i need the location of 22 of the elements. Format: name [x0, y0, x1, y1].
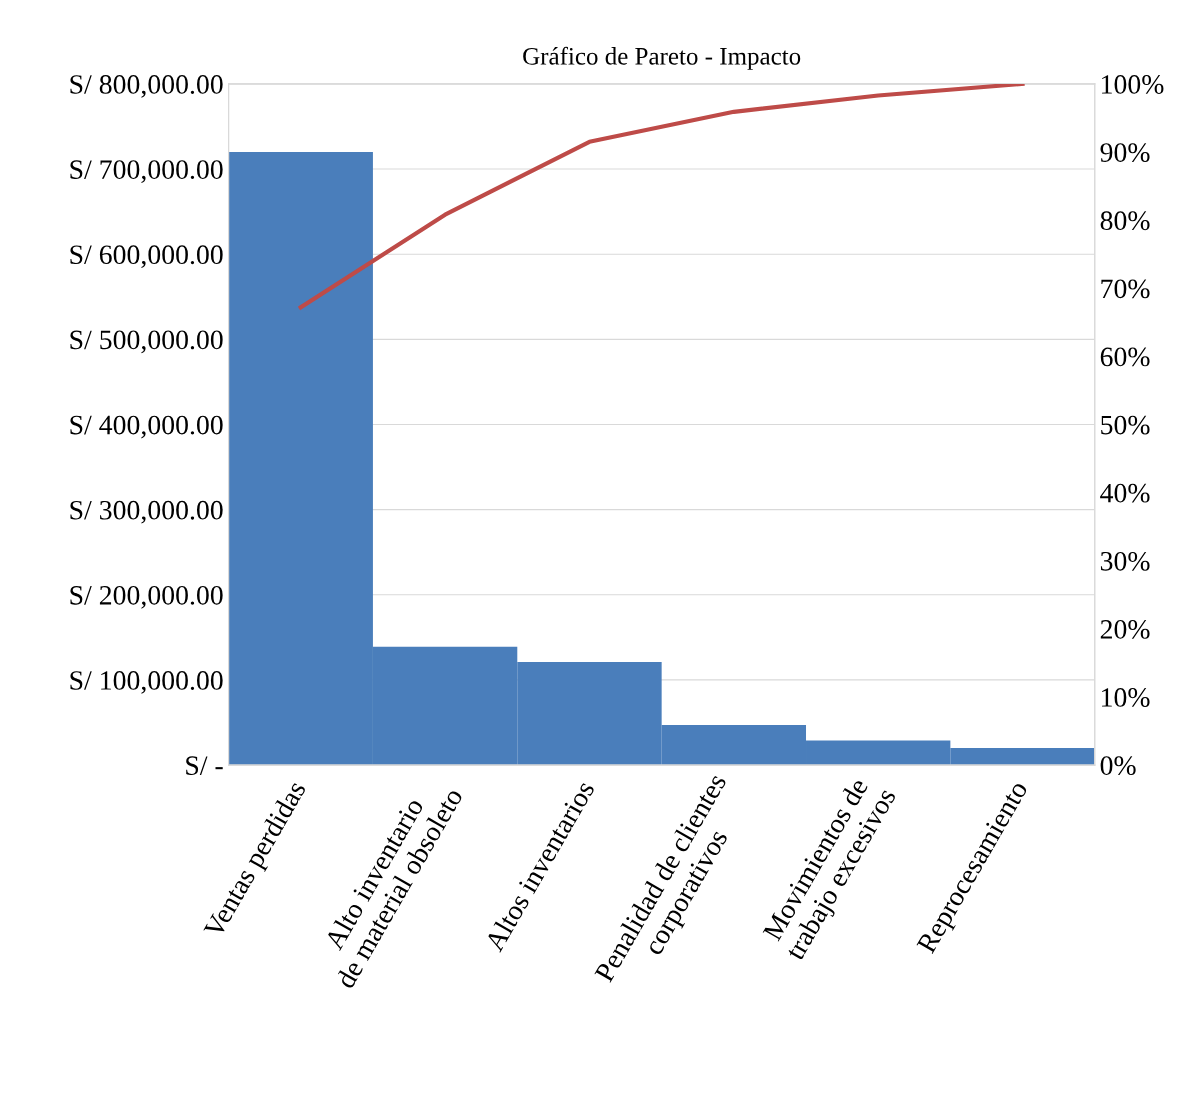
y2-tick-label: 80% [1100, 211, 1150, 231]
y2-tick-label: 70% [1101, 279, 1150, 299]
y2-tick-label: 10% [1102, 688, 1150, 707]
y2-tick-label: 100% [1102, 75, 1164, 94]
y-tick-label: S/ 800,000.00 [70, 75, 223, 98]
y-tick-label: S/ 300,000.00 [70, 500, 223, 524]
y-tick-label: S/ - [186, 756, 223, 775]
y-tick-label: S/ 500,000.00 [70, 330, 223, 354]
y-tick-label: S/ 200,000.00 [70, 585, 223, 609]
y2-tick-label: 50% [1101, 415, 1150, 435]
y-tick-label: S/ 100,000.00 [70, 671, 223, 694]
y-tick-label: S/ 700,000.00 [70, 160, 223, 183]
y2-tick-label: 40% [1100, 483, 1150, 503]
y-tick-label: S/ 400,000.00 [70, 415, 223, 439]
y2-tick-label: 30% [1100, 551, 1150, 571]
y2-tick-label: 0% [1100, 756, 1136, 776]
chart-title: Gráfico de Pareto - Impacto [523, 46, 801, 70]
y-tick-label: S/ 600,000.00 [70, 245, 223, 269]
y2-tick-label: 20% [1100, 620, 1150, 639]
line-series [298, 83, 1025, 310]
y2-tick-label: 90% [1100, 143, 1150, 163]
y2-tick-label: 60% [1100, 347, 1150, 367]
